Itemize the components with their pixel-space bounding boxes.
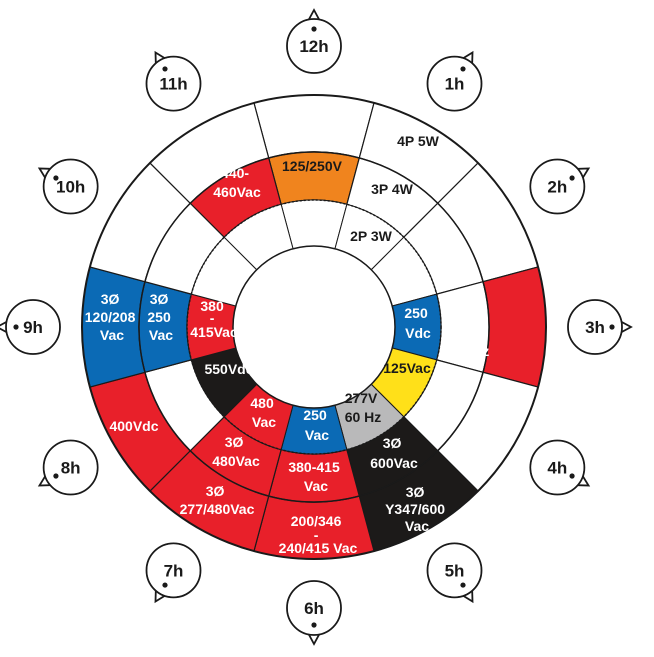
- ring-outlines: [81, 94, 547, 560]
- hour-bubble-fill: [288, 582, 340, 634]
- hour-bubble-fill: [531, 441, 584, 494]
- hour-marker-11h: 11h: [145, 50, 202, 112]
- hour-markers: 12h 1h 2h 3h 4h 5h 6h 7h 8h 9h 10h 11h: [0, 8, 633, 646]
- label-outer-8h: 400Vdc: [109, 418, 158, 434]
- hour-marker-3h: 3h: [567, 299, 633, 355]
- hour-label: 3h: [585, 318, 605, 337]
- hour-bubble-fill: [531, 160, 584, 213]
- hour-dot: [569, 175, 575, 181]
- inner-ring-outline: [186, 199, 442, 455]
- hour-marker-6h: 6h: [286, 580, 342, 646]
- hour-dot: [53, 175, 59, 181]
- hour-marker-8h: 8h: [37, 439, 99, 496]
- hour-label: 1h: [445, 75, 465, 94]
- outer-ring-segment-0: [253, 94, 375, 159]
- label-outer-1h: 4P 5W: [397, 133, 440, 149]
- label-outer-6h: 200/346 - 240/415 Vac: [279, 513, 358, 556]
- hour-label: 7h: [164, 561, 184, 580]
- label-inner-1h: 2P 3W: [350, 228, 393, 244]
- hour-dot: [460, 66, 466, 72]
- hour-marker-1h: 1h: [426, 50, 483, 112]
- hour-dot: [162, 66, 168, 72]
- middle-ring-outline: [138, 151, 490, 503]
- hour-label: 9h: [23, 318, 43, 337]
- hour-label: 4h: [547, 459, 567, 478]
- label-middle-9h: 3Ø 250 Vac: [147, 291, 174, 343]
- hour-marker-12h: 12h: [286, 8, 342, 74]
- hour-marker-10h: 10h: [37, 158, 99, 215]
- hour-label: 12h: [299, 37, 328, 56]
- label-outer-3h: 380 50 Hz - 440 60 Hz: [451, 285, 491, 359]
- hour-dot: [609, 324, 615, 330]
- hour-dot: [13, 324, 19, 330]
- hour-dot: [162, 582, 168, 588]
- hour-label: 11h: [159, 75, 187, 94]
- hour-marker-5h: 5h: [426, 542, 483, 604]
- hour-marker-2h: 2h: [529, 158, 591, 215]
- hour-dot: [53, 473, 59, 479]
- hour-bubble-fill: [7, 301, 59, 353]
- center-hole: [232, 245, 396, 409]
- label-middle-7h: 3Ø 480Vac: [212, 434, 260, 469]
- label-inner-6h: 250 Vac: [303, 407, 330, 443]
- label-inner-7h: 480 Vac: [250, 395, 277, 430]
- hour-label: 8h: [61, 459, 81, 478]
- label-outer-7h: 3Ø 277/480Vac: [180, 483, 255, 517]
- label-middle-12h: 125/250V: [282, 158, 343, 174]
- hour-bubble-fill: [428, 544, 481, 597]
- hour-bubble-fill: [44, 441, 97, 494]
- label-middle-11h: 440- 460Vac: [213, 165, 261, 200]
- label-inner-9h: 380 - 415Vac: [190, 298, 238, 340]
- hour-bubble-fill: [44, 160, 97, 213]
- hour-marker-9h: 9h: [0, 299, 61, 355]
- hour-bubble-fill: [147, 544, 200, 597]
- hour-bubble-fill: [147, 57, 200, 110]
- outer-ring-segment-3: [482, 266, 547, 388]
- hour-dot: [311, 622, 317, 628]
- hour-dot: [311, 26, 317, 32]
- hour-bubble-fill: [428, 57, 481, 110]
- label-inner-4h: 125Vac: [383, 360, 431, 376]
- label-inner-8h: 550Vdc: [204, 361, 253, 377]
- label-middle-1h: 3P 4W: [371, 181, 414, 197]
- label-inner-5h: 277V 60 Hz: [345, 390, 382, 425]
- hour-marker-7h: 7h: [145, 542, 202, 604]
- label-middle-5h: 3Ø 600Vac: [370, 435, 418, 471]
- label-outer-5h: 3Ø Y347/600 Vac: [385, 484, 449, 534]
- label-outer-9h: 3Ø 120/208 Vac: [85, 291, 140, 343]
- hour-marker-4h: 4h: [529, 439, 591, 496]
- label-inner-3h: 250 Vdc: [404, 305, 431, 341]
- hour-bubble-fill: [569, 301, 621, 353]
- hour-label: 6h: [304, 599, 324, 618]
- outer-ring-outline: [81, 94, 547, 560]
- middle-ring-segment-6: [267, 448, 361, 503]
- hour-label: 5h: [445, 561, 465, 580]
- hour-label: 2h: [547, 178, 567, 197]
- hour-bubble-fill: [288, 20, 340, 72]
- hour-dot: [569, 473, 575, 479]
- hour-label: 10h: [56, 178, 85, 197]
- label-middle-6h: 380-415 Vac: [288, 459, 343, 494]
- hour-dot: [460, 582, 466, 588]
